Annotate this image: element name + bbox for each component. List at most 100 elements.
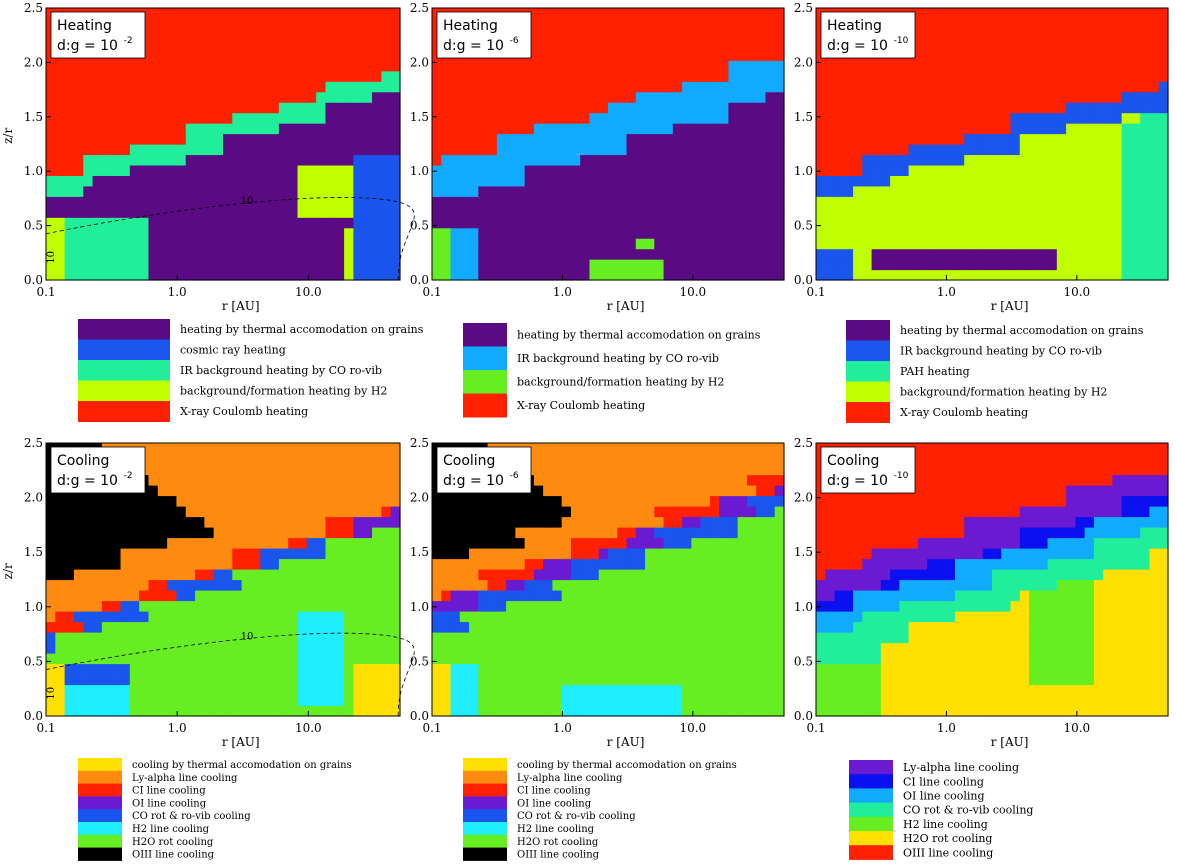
y-tick-label: 2.5 xyxy=(410,1,429,15)
heatmap-cell xyxy=(344,558,355,570)
heatmap-cell xyxy=(185,453,196,465)
heatmap-cell xyxy=(1038,164,1049,176)
heatmap-cell xyxy=(487,590,498,602)
heatmap-cell xyxy=(478,154,489,166)
heatmap-cell xyxy=(1038,217,1049,229)
heatmap-cell xyxy=(176,206,187,218)
heatmap-cell xyxy=(148,653,159,665)
heatmap-cell xyxy=(552,70,563,82)
heatmap-cell xyxy=(278,474,289,486)
heatmap-cell xyxy=(1029,248,1039,260)
heatmap-cell xyxy=(728,590,739,602)
heatmap-cell xyxy=(552,102,563,114)
heatmap-cell xyxy=(64,548,75,560)
heatmap-cell xyxy=(469,91,479,103)
heatmap-cell xyxy=(543,653,554,665)
heatmap-cell xyxy=(260,49,271,61)
heatmap-cell xyxy=(1029,39,1039,51)
heatmap-cell xyxy=(129,70,140,82)
heatmap-cell xyxy=(223,81,233,93)
heatmap-cell xyxy=(663,516,674,528)
heatmap-cell xyxy=(1103,175,1114,187)
heatmap-cell xyxy=(232,558,243,570)
heatmap-cell xyxy=(774,217,785,229)
heatmap-cell xyxy=(204,632,215,644)
heatmap-cell xyxy=(73,133,84,145)
heatmap-cell xyxy=(1047,144,1058,156)
heatmap-cell xyxy=(617,238,628,250)
heatmap-cell xyxy=(589,269,600,281)
heatmap-cell xyxy=(1010,175,1021,187)
heatmap-cell xyxy=(213,474,224,486)
heatmap-cell xyxy=(816,185,826,197)
heatmap-cell xyxy=(223,590,233,602)
heatmap-cell xyxy=(450,663,461,675)
heatmap-cell xyxy=(524,269,535,281)
heatmap-cell xyxy=(1093,18,1104,30)
heatmap-cell xyxy=(1001,133,1012,145)
heatmap-cell xyxy=(737,81,748,93)
heatmap-cell xyxy=(148,453,159,465)
heatmap-cell xyxy=(390,705,401,717)
heatmap-cell xyxy=(1038,206,1049,218)
heatmap-cell xyxy=(459,579,470,591)
heatmap-cell xyxy=(843,91,854,103)
heatmap-cell xyxy=(269,70,280,82)
heatmap-cell xyxy=(533,102,544,114)
heatmap-cell xyxy=(954,248,965,260)
legend-label: Ly-alpha line cooling xyxy=(132,773,238,784)
heatmap-cell xyxy=(756,133,767,145)
heatmap-cell xyxy=(232,164,243,176)
heatmap-cell xyxy=(1001,112,1012,124)
heatmap-cell xyxy=(297,453,308,465)
heatmap-cell xyxy=(390,590,401,602)
heatmap-cell xyxy=(432,248,442,260)
heatmap-cell xyxy=(728,600,739,612)
heatmap-cell xyxy=(260,91,271,103)
heatmap-cell xyxy=(1130,175,1141,187)
heatmap-cell xyxy=(598,70,609,82)
heatmap-cell xyxy=(487,579,498,591)
heatmap-cell xyxy=(515,632,526,644)
heatmap-cell xyxy=(908,60,919,72)
heatmap-cell xyxy=(598,81,609,93)
heatmap-cell xyxy=(1019,259,1030,271)
heatmap-cell xyxy=(973,248,984,260)
heatmap-cell xyxy=(232,91,243,103)
heatmap-cell xyxy=(469,621,479,633)
heatmap-cell xyxy=(478,217,489,229)
heatmap-cell xyxy=(709,123,720,135)
heatmap-cell xyxy=(598,185,609,197)
heatmap-cell xyxy=(204,548,215,560)
heatmap-cell xyxy=(709,579,720,591)
heatmap-cell xyxy=(148,217,159,229)
heatmap-cell xyxy=(737,123,748,135)
heatmap-cell xyxy=(55,60,66,72)
contour-line xyxy=(45,197,415,281)
heatmap-cell xyxy=(390,684,401,696)
heatmap-cell xyxy=(672,474,683,486)
heatmap-cell xyxy=(890,248,900,260)
heatmap-cell xyxy=(204,663,215,675)
heatmap-cell xyxy=(645,558,655,570)
heatmap-cell xyxy=(46,663,56,675)
heatmap-cell xyxy=(496,663,507,675)
heatmap-cell xyxy=(362,663,373,675)
heatmap-cell xyxy=(176,474,187,486)
heatmap-cell xyxy=(700,705,711,717)
heatmap-cell xyxy=(306,28,317,40)
heatmap-cell xyxy=(278,81,289,93)
heatmap-cell xyxy=(524,527,535,539)
heatmap-cell xyxy=(288,590,299,602)
heatmap-cell xyxy=(101,164,112,176)
heatmap-cell xyxy=(580,28,591,40)
heatmap-cell xyxy=(316,196,327,208)
heatmap-cell xyxy=(390,28,401,40)
heatmap-cell xyxy=(737,49,748,61)
heatmap-cell xyxy=(1075,39,1086,51)
heatmap-cell xyxy=(496,112,507,124)
heatmap-cell xyxy=(157,705,168,717)
heatmap-cell xyxy=(260,18,271,30)
heatmap-cell xyxy=(1075,164,1086,176)
heatmap-cell xyxy=(1149,123,1160,135)
